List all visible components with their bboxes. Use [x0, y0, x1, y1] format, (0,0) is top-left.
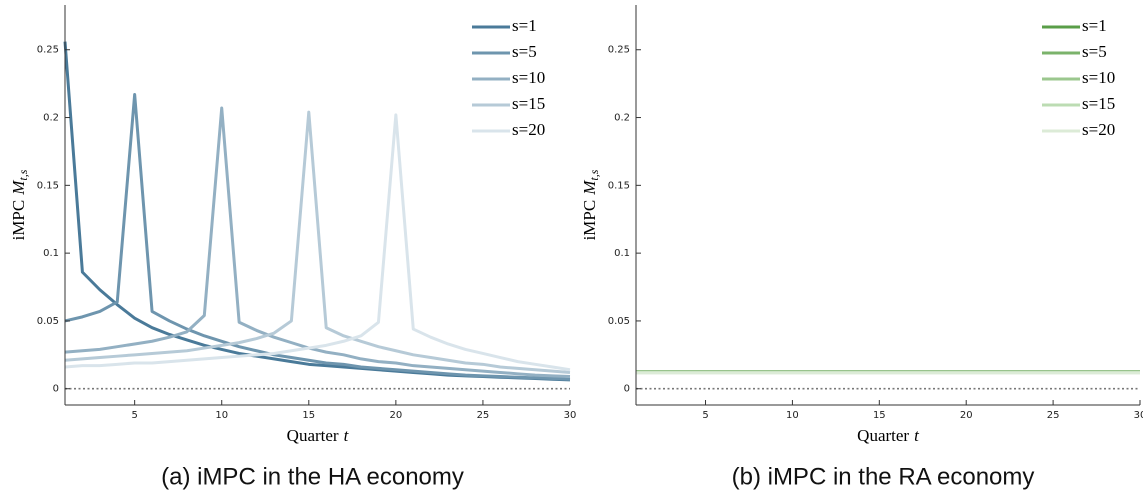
chart: 0 0.05 0.1 0.15 0.2 0.25 5 10 15 20 25 30 Quarter t iM…	[9, 5, 576, 490]
y-axis-label-subscript: t,s	[16, 169, 30, 180]
x-axis-label-text: Quarter	[857, 426, 909, 445]
caption: (a) iMPC in the HA economy	[161, 463, 464, 490]
x-tick-label: 15	[873, 410, 886, 421]
x-axis-label-symbol: t	[914, 426, 920, 445]
x-tick-label: 25	[1047, 410, 1060, 421]
x-tick-label: 10	[215, 410, 228, 421]
legend-label: s=20	[512, 120, 545, 139]
y-tick-label: 0.25	[37, 45, 59, 56]
y-axis-label: iMPC Mt,s	[9, 169, 30, 240]
x-axis-label-text: Quarter	[287, 426, 339, 445]
caption: (b) iMPC in the RA economy	[732, 463, 1035, 490]
series-line	[64, 110, 571, 374]
y-tick-label: 0.2	[43, 113, 59, 124]
x-tick-label: 15	[302, 410, 315, 421]
y-axis-label-text: iMPC	[580, 200, 599, 241]
x-tick-label: 30	[1134, 410, 1143, 421]
y-axis-label: iMPC Mt,s	[580, 169, 601, 240]
series-line	[64, 113, 571, 372]
y-tick-label: 0.2	[614, 113, 630, 124]
legend-label: s=1	[1082, 16, 1107, 35]
y-axis-label-symbol: M	[9, 180, 28, 196]
x-tick-label: 10	[786, 410, 799, 421]
x-tick-label: 5	[131, 410, 137, 421]
legend-label: s=10	[512, 68, 545, 87]
x-axis-label-symbol: t	[344, 426, 350, 445]
x-tick-label: 25	[477, 410, 490, 421]
y-tick-label: 0.05	[608, 316, 630, 327]
legend-label: s=10	[1082, 68, 1115, 87]
y-tick-label: 0.05	[37, 316, 59, 327]
x-tick-label: 30	[564, 410, 577, 421]
legend-label: s=15	[1082, 94, 1115, 113]
series-line	[64, 106, 571, 379]
y-tick-label: 0.1	[614, 248, 630, 259]
series-line	[64, 92, 571, 381]
y-tick-label: 0	[53, 384, 59, 395]
x-tick-label: 5	[702, 410, 708, 421]
legend-label: s=20	[1082, 120, 1115, 139]
x-tick-label: 20	[960, 410, 973, 421]
y-tick-label: 0	[624, 384, 630, 395]
legend-label: s=5	[1082, 42, 1107, 61]
x-axis-label: Quarter t	[857, 426, 920, 445]
legend-label: s=1	[512, 16, 537, 35]
legend-label: s=5	[512, 42, 537, 61]
y-tick-label: 0.25	[608, 45, 630, 56]
y-axis-label-subscript: t,s	[587, 169, 601, 180]
y-tick-label: 0.15	[608, 180, 630, 191]
legend-label: s=15	[512, 94, 545, 113]
x-tick-label: 20	[389, 410, 402, 421]
y-axis-label-symbol: M	[580, 180, 599, 196]
x-axis-label: Quarter t	[287, 426, 350, 445]
chart: 0 0.05 0.1 0.15 0.2 0.25 5 10 15 20 25 30 Quarter t iM…	[580, 5, 1143, 490]
y-axis-label-text: iMPC	[9, 200, 28, 241]
y-tick-label: 0.15	[37, 180, 59, 191]
y-tick-label: 0.1	[43, 248, 59, 259]
